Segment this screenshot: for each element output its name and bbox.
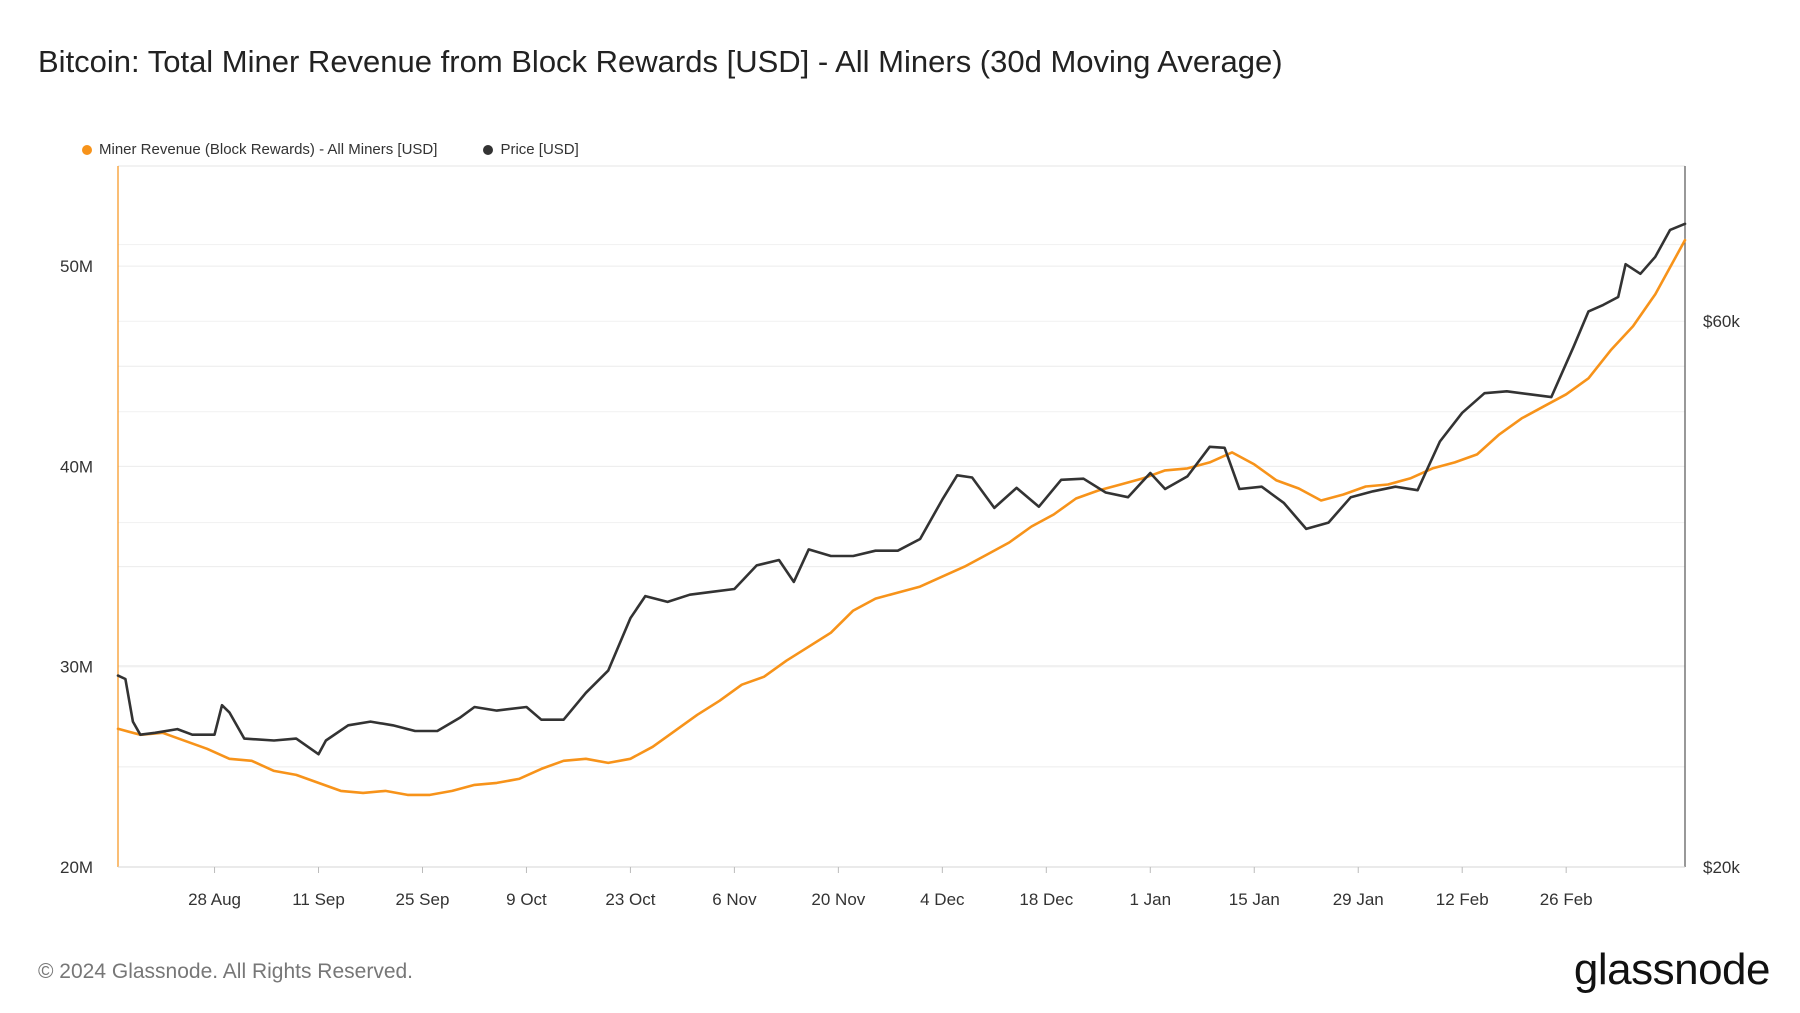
- y-right-tick-label: $20k: [1703, 858, 1740, 877]
- x-tick-label: 28 Aug: [188, 890, 241, 909]
- x-tick-label: 20 Nov: [811, 890, 865, 909]
- x-tick-label: 29 Jan: [1333, 890, 1384, 909]
- x-tick-label: 6 Nov: [712, 890, 757, 909]
- legend-item-price[interactable]: Price [USD]: [483, 141, 579, 158]
- legend-dot-price: [483, 144, 494, 155]
- x-tick-label: 12 Feb: [1436, 890, 1489, 909]
- legend: Miner Revenue (Block Rewards) - All Mine…: [82, 141, 579, 158]
- x-tick-label: 11 Sep: [292, 890, 345, 909]
- x-tick-label: 1 Jan: [1129, 890, 1171, 909]
- y-left-tick-label: 20M: [60, 858, 93, 877]
- x-tick-label: 15 Jan: [1229, 890, 1280, 909]
- y-left-tick-label: 50M: [60, 257, 93, 276]
- series-line-price: [116, 222, 1687, 756]
- copyright-footer: © 2024 Glassnode. All Rights Reserved.: [38, 960, 414, 983]
- x-tick-label: 25 Sep: [396, 890, 450, 909]
- legend-dot-miner-revenue: [82, 144, 92, 155]
- x-tick-label: 26 Feb: [1540, 890, 1593, 909]
- y-left-tick-label: 40M: [60, 457, 93, 476]
- y-left-tick-label: 30M: [60, 658, 93, 677]
- brand-logo: glassnode: [1573, 945, 1771, 994]
- x-tick-label: 23 Oct: [605, 890, 655, 909]
- x-tick-label: 4 Dec: [920, 890, 965, 909]
- chart-title: Bitcoin: Total Miner Revenue from Block …: [38, 44, 1283, 79]
- legend-label-miner-revenue: Miner Revenue (Block Rewards) - All Mine…: [99, 141, 438, 158]
- x-tick-label: 18 Dec: [1019, 890, 1073, 909]
- x-tick-label: 9 Oct: [506, 890, 547, 909]
- y-right-tick-label: $60k: [1703, 312, 1740, 331]
- legend-label-price: Price [USD]: [500, 141, 579, 158]
- series-line-miner-revenue: [116, 238, 1687, 797]
- legend-item-miner-revenue[interactable]: Miner Revenue (Block Rewards) - All Mine…: [82, 141, 437, 158]
